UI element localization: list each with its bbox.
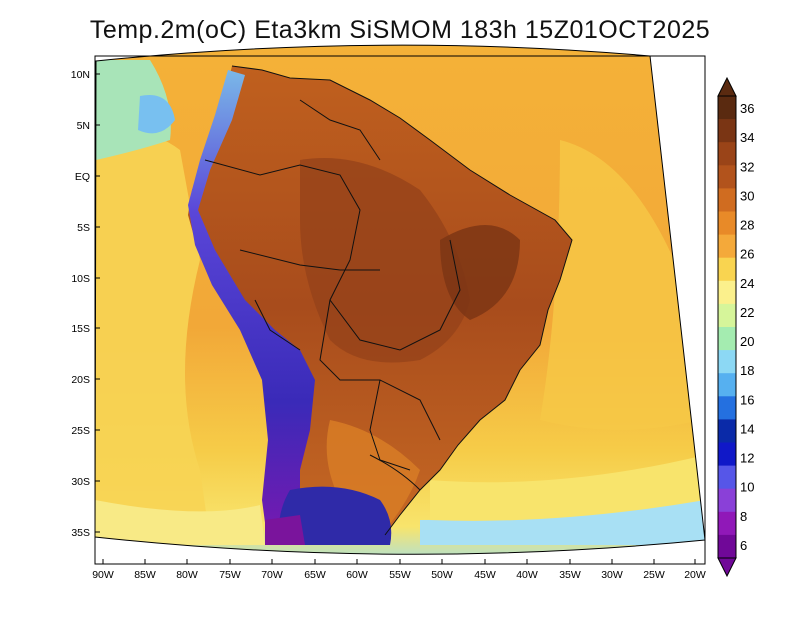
colorbar-swatch	[718, 396, 736, 420]
atlantic-warm	[540, 140, 700, 430]
hot-interior	[300, 158, 470, 363]
lon-label: 65W	[304, 569, 326, 581]
lat-axis: 10N 5N EQ 5S 10S 15S 20S 25S 30S 35S	[71, 69, 100, 539]
colorbar-swatch	[718, 257, 736, 282]
lat-label: 20S	[71, 374, 90, 386]
lon-label: 25W	[643, 569, 665, 581]
colorbar-swatch	[718, 142, 736, 166]
lon-label: 30W	[601, 569, 623, 581]
colorbar-swatch	[718, 534, 736, 559]
lat-label: 10S	[71, 273, 90, 285]
colorbar-swatch	[718, 280, 736, 305]
pacific-blue-patch	[138, 95, 175, 134]
colorbar-label: 36	[740, 101, 754, 116]
colorbar-label: 32	[740, 159, 754, 174]
colorbar-swatch	[718, 165, 736, 189]
south-cold-band	[95, 500, 265, 545]
lon-label: 55W	[389, 569, 411, 581]
colorbar-swatch	[718, 419, 736, 443]
map-title: Temp.2m(oC) Eta3km SiSMOM 183h 15Z01OCT2…	[89, 16, 711, 44]
colorbar-label: 14	[740, 421, 754, 436]
colorbar-swatch	[718, 442, 736, 467]
lat-label: 5S	[77, 222, 90, 234]
cold-south-pool	[278, 486, 392, 545]
colorbar-swatch	[718, 488, 736, 513]
colorbar-swatch	[718, 373, 736, 397]
hot-northeast	[440, 225, 520, 320]
colorbar-swatch	[718, 211, 736, 236]
andes-cold-strip	[188, 70, 315, 545]
lon-label: 90W	[92, 569, 114, 581]
colorbar-swatch	[718, 188, 736, 212]
colorbar-swatch	[718, 96, 736, 120]
cold-south-core	[265, 515, 305, 545]
colorbar-top-arrow	[717, 76, 737, 97]
lon-label: 80W	[176, 569, 198, 581]
lat-label: 25S	[71, 425, 90, 437]
colorbar-swatch	[718, 350, 736, 374]
pacific-cool-band	[95, 132, 210, 540]
colorbar-label: 28	[740, 218, 754, 233]
lon-label: 40W	[516, 569, 538, 581]
colorbar-label: 26	[740, 247, 754, 262]
south-atlantic-cool	[430, 455, 705, 521]
colorbar-label: 18	[740, 363, 754, 378]
colorbar-label: 6	[740, 538, 747, 553]
lon-label: 70W	[261, 569, 283, 581]
lat-label: 10N	[71, 69, 90, 81]
colorbar-swatch	[718, 327, 736, 351]
colorbar: 36 34 32 30 28 26 24 22 20 18 16 14 12 10 8 6	[717, 76, 754, 578]
colorbar-swatch	[718, 511, 736, 536]
lat-label: 30S	[71, 476, 90, 488]
colorbar-label: 10	[740, 480, 754, 495]
country-borders	[204, 65, 573, 536]
colorbar-bottom-arrow	[717, 557, 737, 578]
colorbar-label: 16	[740, 392, 754, 407]
lat-label: 35S	[71, 527, 90, 539]
colorbar-label: 34	[740, 130, 754, 145]
lon-label: 35W	[559, 569, 581, 581]
lat-label: 5N	[77, 120, 90, 132]
lon-label: 45W	[474, 569, 496, 581]
colorbar-label: 8	[740, 509, 747, 524]
lon-label: 50W	[431, 569, 453, 581]
colorbar-swatch	[718, 119, 736, 143]
lat-label: 15S	[71, 323, 90, 335]
colorbar-label: 12	[740, 451, 754, 466]
map-field	[95, 45, 705, 555]
lon-label: 20W	[684, 569, 706, 581]
pacific-cold-band	[96, 60, 171, 160]
lon-axis: 90W 85W 80W 75W 70W 65W 60W 55W 50W 45W …	[92, 559, 706, 581]
colorbar-outline	[717, 95, 737, 559]
colorbar-swatch	[718, 234, 736, 259]
lon-label: 85W	[134, 569, 156, 581]
colorbar-label: 24	[740, 276, 754, 291]
colorbar-swatch	[718, 303, 736, 328]
colorbar-label: 22	[740, 305, 754, 320]
colorbar-label: 20	[740, 334, 754, 349]
colorbar-swatch	[718, 465, 736, 490]
lon-label: 75W	[219, 569, 241, 581]
lat-label: EQ	[75, 171, 90, 183]
colorbar-label: 30	[740, 188, 754, 203]
lon-label: 60W	[346, 569, 368, 581]
